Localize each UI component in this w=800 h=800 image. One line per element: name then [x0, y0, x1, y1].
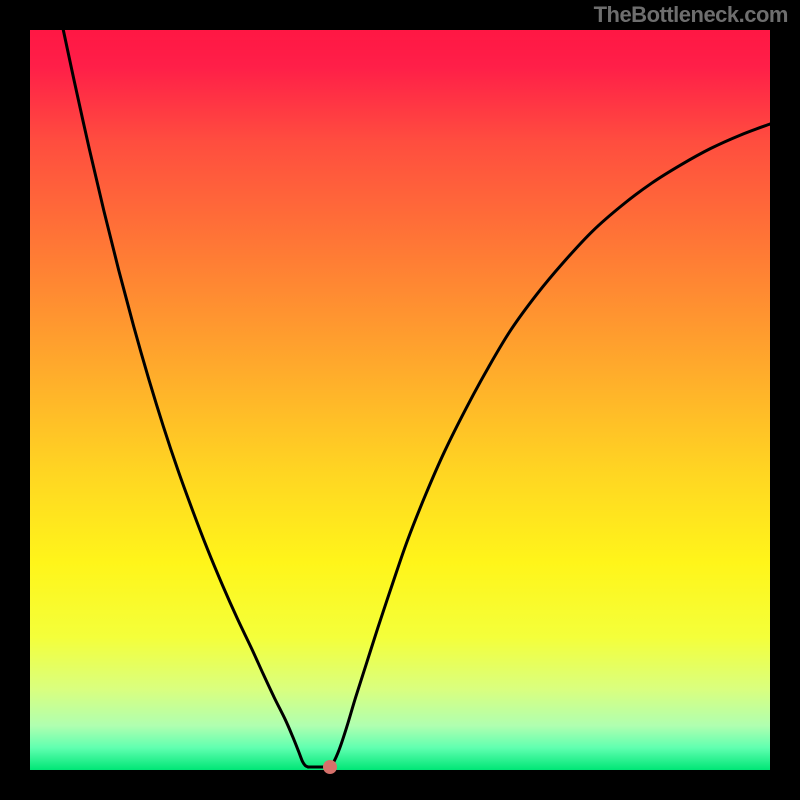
watermark-text: TheBottleneck.com	[594, 2, 788, 28]
plot-area	[30, 30, 770, 770]
optimum-marker	[323, 760, 337, 774]
